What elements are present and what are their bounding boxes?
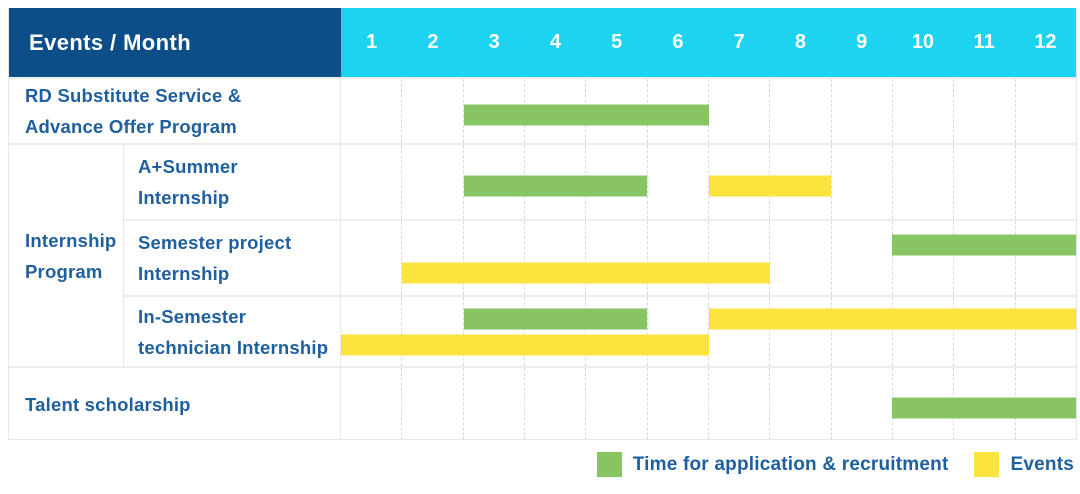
month-column-10 [891,297,953,366]
month-column-11 [953,79,1014,143]
month-header-7: 7 [708,8,770,77]
bar-application-rd-substitute-service-advance-offer-program-m3-6 [463,104,709,126]
month-column-7 [707,145,769,219]
month-column-9 [830,145,892,219]
month-column-3 [462,368,524,439]
month-column-2 [401,221,462,295]
month-column-12 [1014,145,1076,219]
month-header-2: 2 [402,8,464,77]
month-column-8 [769,79,830,143]
month-column-5 [585,368,646,439]
bar-events-a-plus-summer-internship-m7-8 [708,175,831,197]
month-column-6 [646,297,708,366]
month-column-3 [462,145,524,219]
bar-application-talent-scholarship-m10-12 [892,397,1076,419]
month-header-12: 12 [1014,8,1076,77]
month-column-7 [707,79,769,143]
month-column-7 [707,221,769,295]
month-header-1: 1 [341,8,403,77]
row-label-in-semester-technician-internship: In-Semester technician Internship [124,295,341,366]
month-column-10 [891,145,953,219]
month-column-12 [1014,221,1076,295]
month-column-11 [953,145,1014,219]
month-column-8 [769,368,830,439]
month-column-4 [523,297,585,366]
month-header-6: 6 [647,8,709,77]
month-header-11: 11 [953,8,1015,77]
month-column-3 [462,297,524,366]
month-header-8: 8 [769,8,831,77]
legend-label-application: Time for application & recruitment [632,453,949,475]
legend-item-application: Time for application & recruitment [596,452,949,477]
timeline-talent-scholarship [341,366,1076,439]
timeline-a-plus-summer-internship [341,143,1076,219]
month-column-3 [462,79,524,143]
legend: Time for application & recruitment Events [596,452,1074,477]
row-label-a-plus-summer-internship: A+Summer Internship [124,143,341,219]
month-header-9: 9 [831,8,893,77]
bar-events-semester-project-internship-m2-7 [402,262,770,284]
timeline-semester-project-internship [341,219,1076,295]
month-column-6 [646,145,708,219]
month-column-6 [646,368,708,439]
month-column-5 [585,297,646,366]
month-column-9 [830,297,892,366]
legend-swatch-events [974,452,1000,477]
bar-events-in-semester-technician-internship-m1-6 [341,334,709,356]
month-column-7 [707,368,769,439]
month-column-1 [341,221,401,295]
timeline-in-semester-technician-internship [341,295,1076,366]
month-column-10 [891,79,953,143]
legend-item-events: Events [974,452,1074,477]
bar-application-in-semester-technician-internship-m3-5 [463,308,648,330]
month-column-1 [341,79,401,143]
month-header-5: 5 [586,8,648,77]
month-column-2 [401,145,462,219]
bar-events-in-semester-technician-internship-m7-12 [708,308,1076,330]
month-gridlines [341,297,1076,366]
month-column-1 [341,145,401,219]
month-column-5 [585,221,646,295]
bar-application-semester-project-internship-m10-12 [892,234,1076,256]
month-column-1 [341,368,401,439]
month-column-6 [646,221,708,295]
bar-application-a-plus-summer-internship-m3-5 [463,175,648,197]
month-header-4: 4 [524,8,586,77]
month-column-9 [830,221,892,295]
month-header-10: 10 [892,8,954,77]
legend-swatch-application [596,452,622,477]
month-column-9 [830,79,892,143]
legend-label-events: Events [1010,453,1074,475]
month-column-2 [401,368,462,439]
month-column-4 [523,368,585,439]
month-column-9 [830,368,892,439]
row-label-talent-scholarship: Talent scholarship [9,366,341,439]
group-label-internship-program: Internship Program [9,143,124,366]
month-column-8 [769,221,830,295]
row-label-semester-project-internship: Semester project Internship [124,219,341,295]
month-column-10 [891,221,953,295]
month-column-11 [953,297,1014,366]
month-gridlines [341,221,1076,295]
table-header-title: Events / Month [9,8,341,77]
month-gridlines [341,79,1076,143]
month-column-8 [769,297,830,366]
events-month-table: Events / Month 1 2 3 4 5 6 7 8 9 10 11 12 RD Substit… [8,8,1077,440]
row-label-rd-substitute-service-advance-offer-program: RD Substitute Service & Advance Offer Pr… [9,77,341,143]
month-column-2 [401,297,462,366]
month-column-12 [1014,79,1076,143]
month-column-12 [1014,297,1076,366]
timeline-rd-substitute-service-advance-offer-program [341,77,1076,143]
month-column-7 [707,297,769,366]
month-header-3: 3 [463,8,525,77]
month-column-11 [953,221,1014,295]
month-column-3 [462,221,524,295]
month-column-2 [401,79,462,143]
month-column-4 [523,221,585,295]
